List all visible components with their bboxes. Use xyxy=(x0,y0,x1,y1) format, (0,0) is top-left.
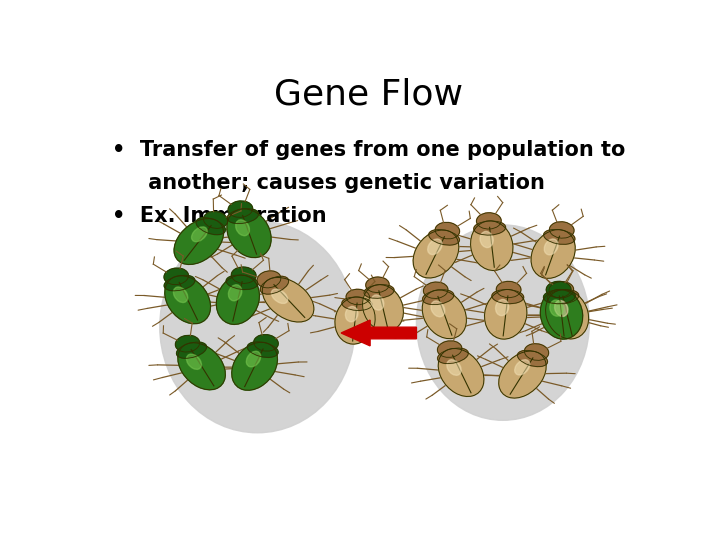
Ellipse shape xyxy=(231,267,256,284)
Ellipse shape xyxy=(176,335,199,352)
Ellipse shape xyxy=(423,289,454,305)
Ellipse shape xyxy=(471,221,513,271)
Ellipse shape xyxy=(546,289,589,339)
Ellipse shape xyxy=(186,354,202,369)
Ellipse shape xyxy=(496,281,521,298)
Ellipse shape xyxy=(271,289,288,303)
Ellipse shape xyxy=(226,275,258,289)
Ellipse shape xyxy=(216,275,259,325)
Ellipse shape xyxy=(544,230,575,244)
Ellipse shape xyxy=(174,219,223,265)
Ellipse shape xyxy=(549,222,574,238)
FancyArrow shape xyxy=(341,320,416,346)
Ellipse shape xyxy=(164,275,195,291)
Ellipse shape xyxy=(160,221,355,433)
Ellipse shape xyxy=(335,297,375,344)
Ellipse shape xyxy=(262,278,314,322)
Ellipse shape xyxy=(544,289,575,303)
Ellipse shape xyxy=(257,271,281,288)
Ellipse shape xyxy=(232,342,277,390)
Ellipse shape xyxy=(492,289,523,303)
Ellipse shape xyxy=(261,276,289,294)
Ellipse shape xyxy=(477,213,501,229)
Ellipse shape xyxy=(416,225,590,420)
Ellipse shape xyxy=(366,277,389,293)
Ellipse shape xyxy=(547,289,579,304)
Ellipse shape xyxy=(423,282,448,299)
Text: •  Ex. Immigration: • Ex. Immigration xyxy=(112,206,327,226)
Ellipse shape xyxy=(546,281,571,298)
Ellipse shape xyxy=(447,360,462,375)
Ellipse shape xyxy=(431,301,445,317)
Text: another; causes genetic variation: another; causes genetic variation xyxy=(112,173,545,193)
Ellipse shape xyxy=(428,230,459,245)
Ellipse shape xyxy=(228,285,242,301)
Ellipse shape xyxy=(550,300,563,316)
Ellipse shape xyxy=(518,350,547,367)
Ellipse shape xyxy=(164,268,189,285)
Ellipse shape xyxy=(428,239,442,254)
Ellipse shape xyxy=(474,221,505,235)
Ellipse shape xyxy=(346,289,369,305)
Ellipse shape xyxy=(246,351,261,367)
Ellipse shape xyxy=(165,276,210,323)
Ellipse shape xyxy=(554,300,568,316)
Ellipse shape xyxy=(371,295,384,310)
Ellipse shape xyxy=(544,239,558,255)
Ellipse shape xyxy=(192,227,207,242)
Ellipse shape xyxy=(176,342,207,359)
Ellipse shape xyxy=(413,230,459,278)
Ellipse shape xyxy=(524,344,549,360)
Ellipse shape xyxy=(438,341,462,357)
Text: Gene Flow: Gene Flow xyxy=(274,77,464,111)
Ellipse shape xyxy=(362,285,403,332)
Ellipse shape xyxy=(364,285,394,298)
Ellipse shape xyxy=(540,289,582,339)
Ellipse shape xyxy=(174,287,188,302)
Ellipse shape xyxy=(495,300,509,315)
Ellipse shape xyxy=(485,289,527,339)
Ellipse shape xyxy=(228,208,258,224)
Ellipse shape xyxy=(228,201,253,218)
Ellipse shape xyxy=(346,306,358,322)
Ellipse shape xyxy=(438,348,484,396)
Ellipse shape xyxy=(342,297,372,310)
Ellipse shape xyxy=(549,282,574,298)
Ellipse shape xyxy=(499,351,546,398)
Ellipse shape xyxy=(515,360,530,375)
Ellipse shape xyxy=(196,218,225,235)
Ellipse shape xyxy=(178,343,225,390)
Ellipse shape xyxy=(480,232,493,247)
Ellipse shape xyxy=(248,342,278,357)
Ellipse shape xyxy=(435,222,459,239)
Ellipse shape xyxy=(235,220,249,235)
Ellipse shape xyxy=(227,209,271,258)
Ellipse shape xyxy=(531,230,575,278)
Ellipse shape xyxy=(438,348,468,363)
Text: •  Transfer of genes from one population to: • Transfer of genes from one population … xyxy=(112,140,626,160)
Ellipse shape xyxy=(204,212,228,228)
Ellipse shape xyxy=(254,335,278,351)
Ellipse shape xyxy=(422,290,467,339)
